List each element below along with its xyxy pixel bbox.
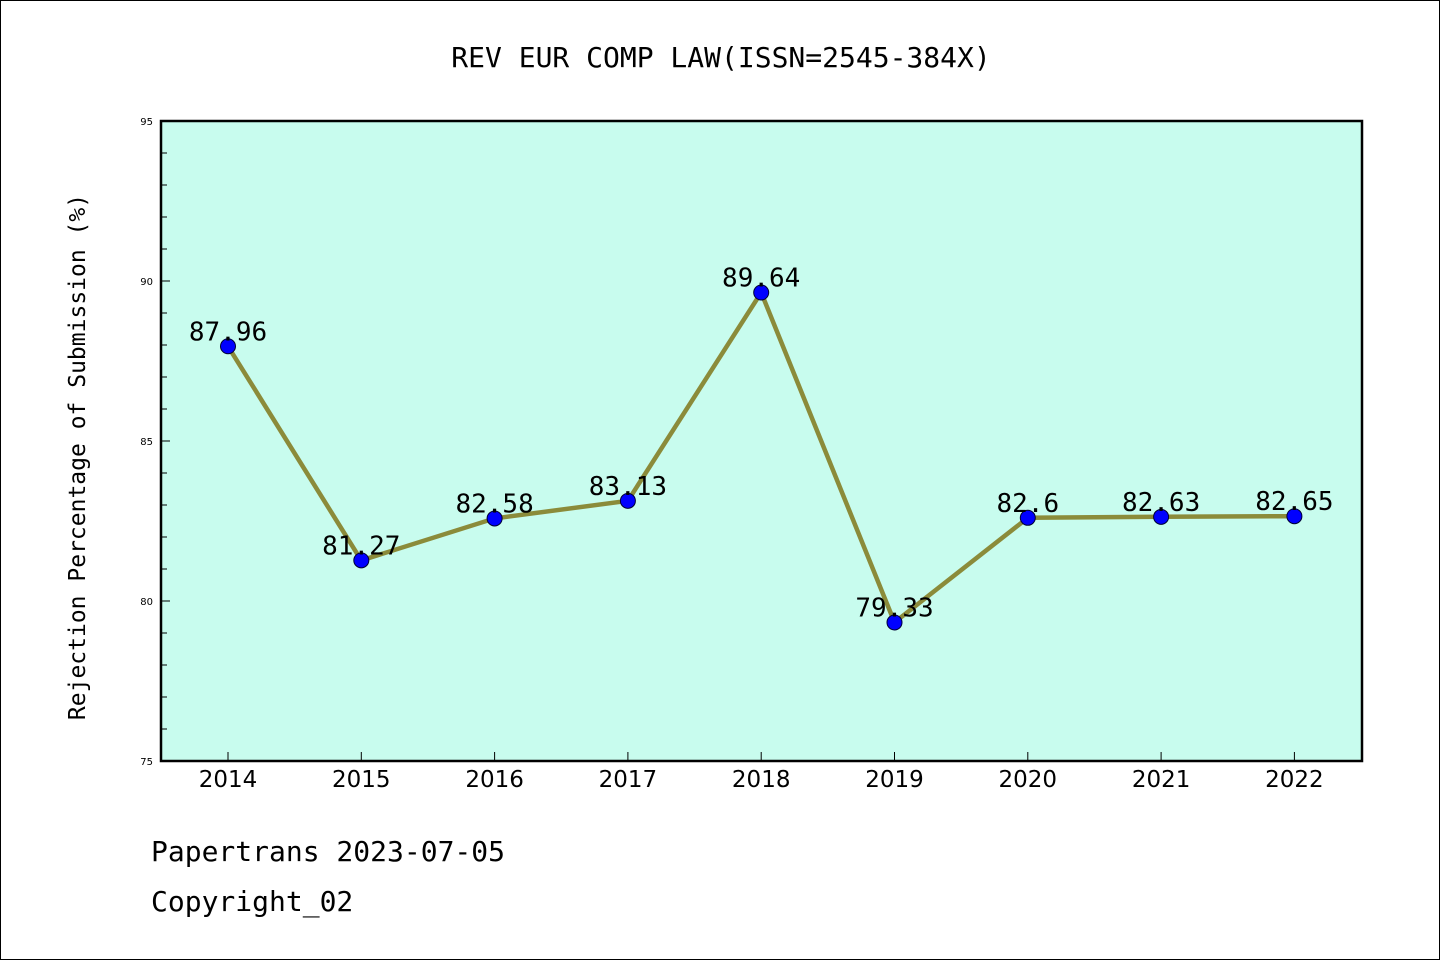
data-point-marker <box>1019 509 1036 526</box>
x-tick-label: 2014 <box>199 767 258 793</box>
series-line-group: 87.96 81.27 82.58 83.13 89.64 79.33 82.6 82.63 8… <box>189 264 1334 631</box>
x-tick-label: 2015 <box>332 767 391 793</box>
data-point-marker <box>486 510 503 527</box>
data-point-marker <box>220 338 236 355</box>
data-label: 83.13 <box>589 472 667 502</box>
y-tick-label: 80 <box>140 597 153 608</box>
y-tick-label: 75 <box>140 757 153 768</box>
y-tick-label: 95 <box>140 117 153 128</box>
plot-area <box>159 119 1364 763</box>
data-point-marker <box>619 492 636 509</box>
data-point-marker <box>753 284 770 301</box>
x-tick-label: 2021 <box>1132 767 1191 793</box>
y-axis-ticks: 75 80 85 90 95 <box>140 117 170 768</box>
data-point-marker <box>1286 508 1303 525</box>
data-label: 81.27 <box>322 531 400 561</box>
x-tick-label: 2017 <box>599 767 658 793</box>
y-axis-label: Rejection Percentage of Submission (%) <box>65 194 91 720</box>
data-label: 82.6 <box>996 489 1059 519</box>
x-tick-label: 2019 <box>865 767 924 793</box>
x-tick-label: 2018 <box>732 767 791 793</box>
x-axis-ticks: 2014 2015 2016 2017 2018 2019 2020 2021 2022 <box>199 752 1324 793</box>
footer-date-text: Papertrans 2023-07-05 <box>151 835 506 868</box>
y-tick-label: 90 <box>140 277 153 288</box>
data-label: 82.58 <box>455 489 533 519</box>
footer-copyright-text: Copyright_02 <box>151 885 354 918</box>
x-tick-label: 2022 <box>1265 767 1324 793</box>
data-label: 89.64 <box>722 264 800 294</box>
data-label: 87.96 <box>189 317 267 347</box>
x-tick-label: 2020 <box>999 767 1058 793</box>
data-label: 82.63 <box>1122 488 1200 518</box>
y-tick-label: 85 <box>140 437 153 448</box>
chart-title: REV EUR COMP LAW(ISSN=2545-384X) <box>451 41 990 74</box>
x-tick-label: 2016 <box>465 767 524 793</box>
data-point-marker <box>1153 508 1170 525</box>
data-point-marker <box>353 552 370 569</box>
data-label: 82.65 <box>1255 487 1333 517</box>
data-point-marker <box>886 614 903 631</box>
data-label: 79.33 <box>855 593 933 623</box>
